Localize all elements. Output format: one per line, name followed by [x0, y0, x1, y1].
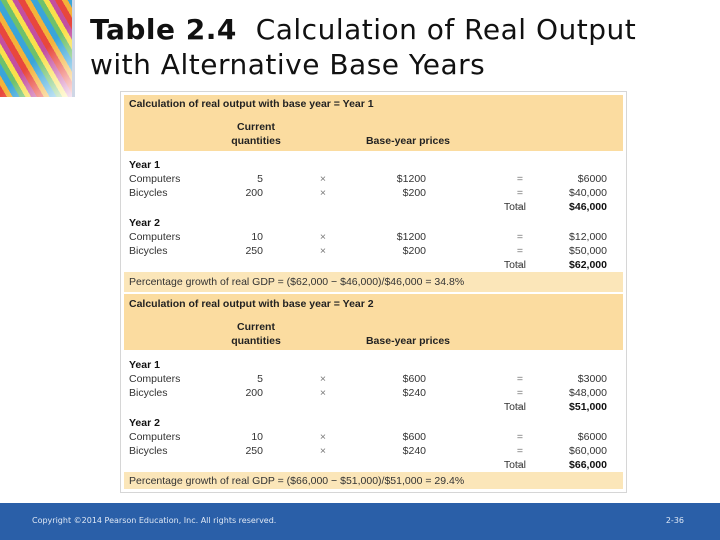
times-symbol: × — [319, 431, 327, 443]
section2-growth-band — [124, 472, 623, 489]
table-row-price: $1200 — [396, 231, 426, 243]
title-number: Table 2.4 — [90, 13, 237, 46]
table-row-qty: 200 — [245, 387, 263, 399]
section1-col-quantities: Current quantities — [231, 121, 281, 147]
section1-year1-label: Year 1 — [129, 159, 160, 171]
table-row-price: $1200 — [396, 173, 426, 185]
table-row-item: Bicycles — [129, 245, 168, 257]
equals-symbol: = — [516, 445, 524, 457]
total-label: Total — [503, 201, 526, 213]
section2-col-prices: Base-year prices — [365, 335, 451, 347]
equals-symbol: = — [516, 373, 524, 385]
table-row-item: Bicycles — [129, 187, 168, 199]
section2-col-quantities: Current quantities — [231, 321, 281, 347]
total-value: $51,000 — [569, 401, 607, 413]
equals-symbol: = — [516, 173, 524, 185]
decorative-corner-image — [0, 0, 75, 97]
equals-symbol: = — [516, 459, 524, 471]
section2-header-band — [124, 294, 623, 350]
table-row-price: $600 — [402, 373, 426, 385]
table-row-price: $240 — [402, 445, 426, 457]
total-label: Total — [503, 401, 526, 413]
times-symbol: × — [319, 387, 327, 399]
table-row-item: Computers — [129, 231, 181, 243]
section2-year1-label: Year 1 — [129, 359, 160, 371]
slide-footer: Copyright ©2014 Pearson Education, Inc. … — [0, 503, 720, 540]
times-symbol: × — [319, 187, 327, 199]
section2-year2-label: Year 2 — [129, 417, 160, 429]
table-row-value: $3000 — [577, 373, 607, 385]
table-row-qty: 250 — [245, 245, 263, 257]
table-row-qty: 250 — [245, 445, 263, 457]
equals-symbol: = — [516, 187, 524, 199]
times-symbol: × — [319, 173, 327, 185]
section2-heading: Calculation of real output with base yea… — [129, 298, 374, 310]
section1-header-band — [124, 95, 623, 151]
section1-col-prices: Base-year prices — [365, 135, 451, 147]
table-row-value: $40,000 — [569, 187, 607, 199]
times-symbol: × — [319, 373, 327, 385]
copyright-text: Copyright ©2014 Pearson Education, Inc. … — [32, 516, 277, 525]
times-symbol: × — [319, 445, 327, 457]
equals-symbol: = — [516, 259, 524, 271]
table-row-value: $6000 — [577, 431, 607, 443]
table-row-qty: 200 — [245, 187, 263, 199]
table-row-price: $200 — [402, 187, 426, 199]
equals-symbol: = — [516, 431, 524, 443]
section1-year2-label: Year 2 — [129, 217, 160, 229]
table-row-item: Computers — [129, 431, 181, 443]
table-row-value: $50,000 — [569, 245, 607, 257]
section1-growth-band — [124, 272, 623, 292]
table-row-qty: 5 — [257, 373, 263, 385]
table-row-item: Bicycles — [129, 445, 168, 457]
table-row-value: $6000 — [577, 173, 607, 185]
table-row-value: $48,000 — [569, 387, 607, 399]
equals-symbol: = — [516, 231, 524, 243]
equals-symbol: = — [516, 387, 524, 399]
title-text-line1: Calculation of Real Output — [255, 13, 637, 46]
section1-heading: Calculation of real output with base yea… — [129, 98, 374, 110]
total-label: Total — [503, 259, 526, 271]
equals-symbol: = — [516, 201, 524, 213]
table-row-value: $12,000 — [569, 231, 607, 243]
times-symbol: × — [319, 245, 327, 257]
page-number: 2-36 — [665, 516, 684, 525]
slide-title: Table 2.4 Calculation of Real Output wit… — [90, 12, 700, 82]
total-value: $66,000 — [569, 459, 607, 471]
real-output-table: Calculation of real output with base yea… — [120, 91, 627, 493]
table-row-qty: 5 — [257, 173, 263, 185]
table-row-value: $60,000 — [569, 445, 607, 457]
table-row-item: Bicycles — [129, 387, 168, 399]
section2-growth-text: Percentage growth of real GDP = ($66,000… — [129, 475, 465, 487]
equals-symbol: = — [516, 245, 524, 257]
title-text-line2: with Alternative Base Years — [90, 48, 486, 81]
times-symbol: × — [319, 231, 327, 243]
table-row-price: $200 — [402, 245, 426, 257]
table-row-price: $600 — [402, 431, 426, 443]
table-row-qty: 10 — [251, 231, 263, 243]
total-label: Total — [503, 459, 526, 471]
section1-growth-text: Percentage growth of real GDP = ($62,000… — [129, 276, 465, 288]
table-row-price: $240 — [402, 387, 426, 399]
table-row-item: Computers — [129, 373, 181, 385]
total-value: $46,000 — [569, 201, 607, 213]
table-row-qty: 10 — [251, 431, 263, 443]
table-row-item: Computers — [129, 173, 181, 185]
equals-symbol: = — [516, 401, 524, 413]
total-value: $62,000 — [569, 259, 607, 271]
